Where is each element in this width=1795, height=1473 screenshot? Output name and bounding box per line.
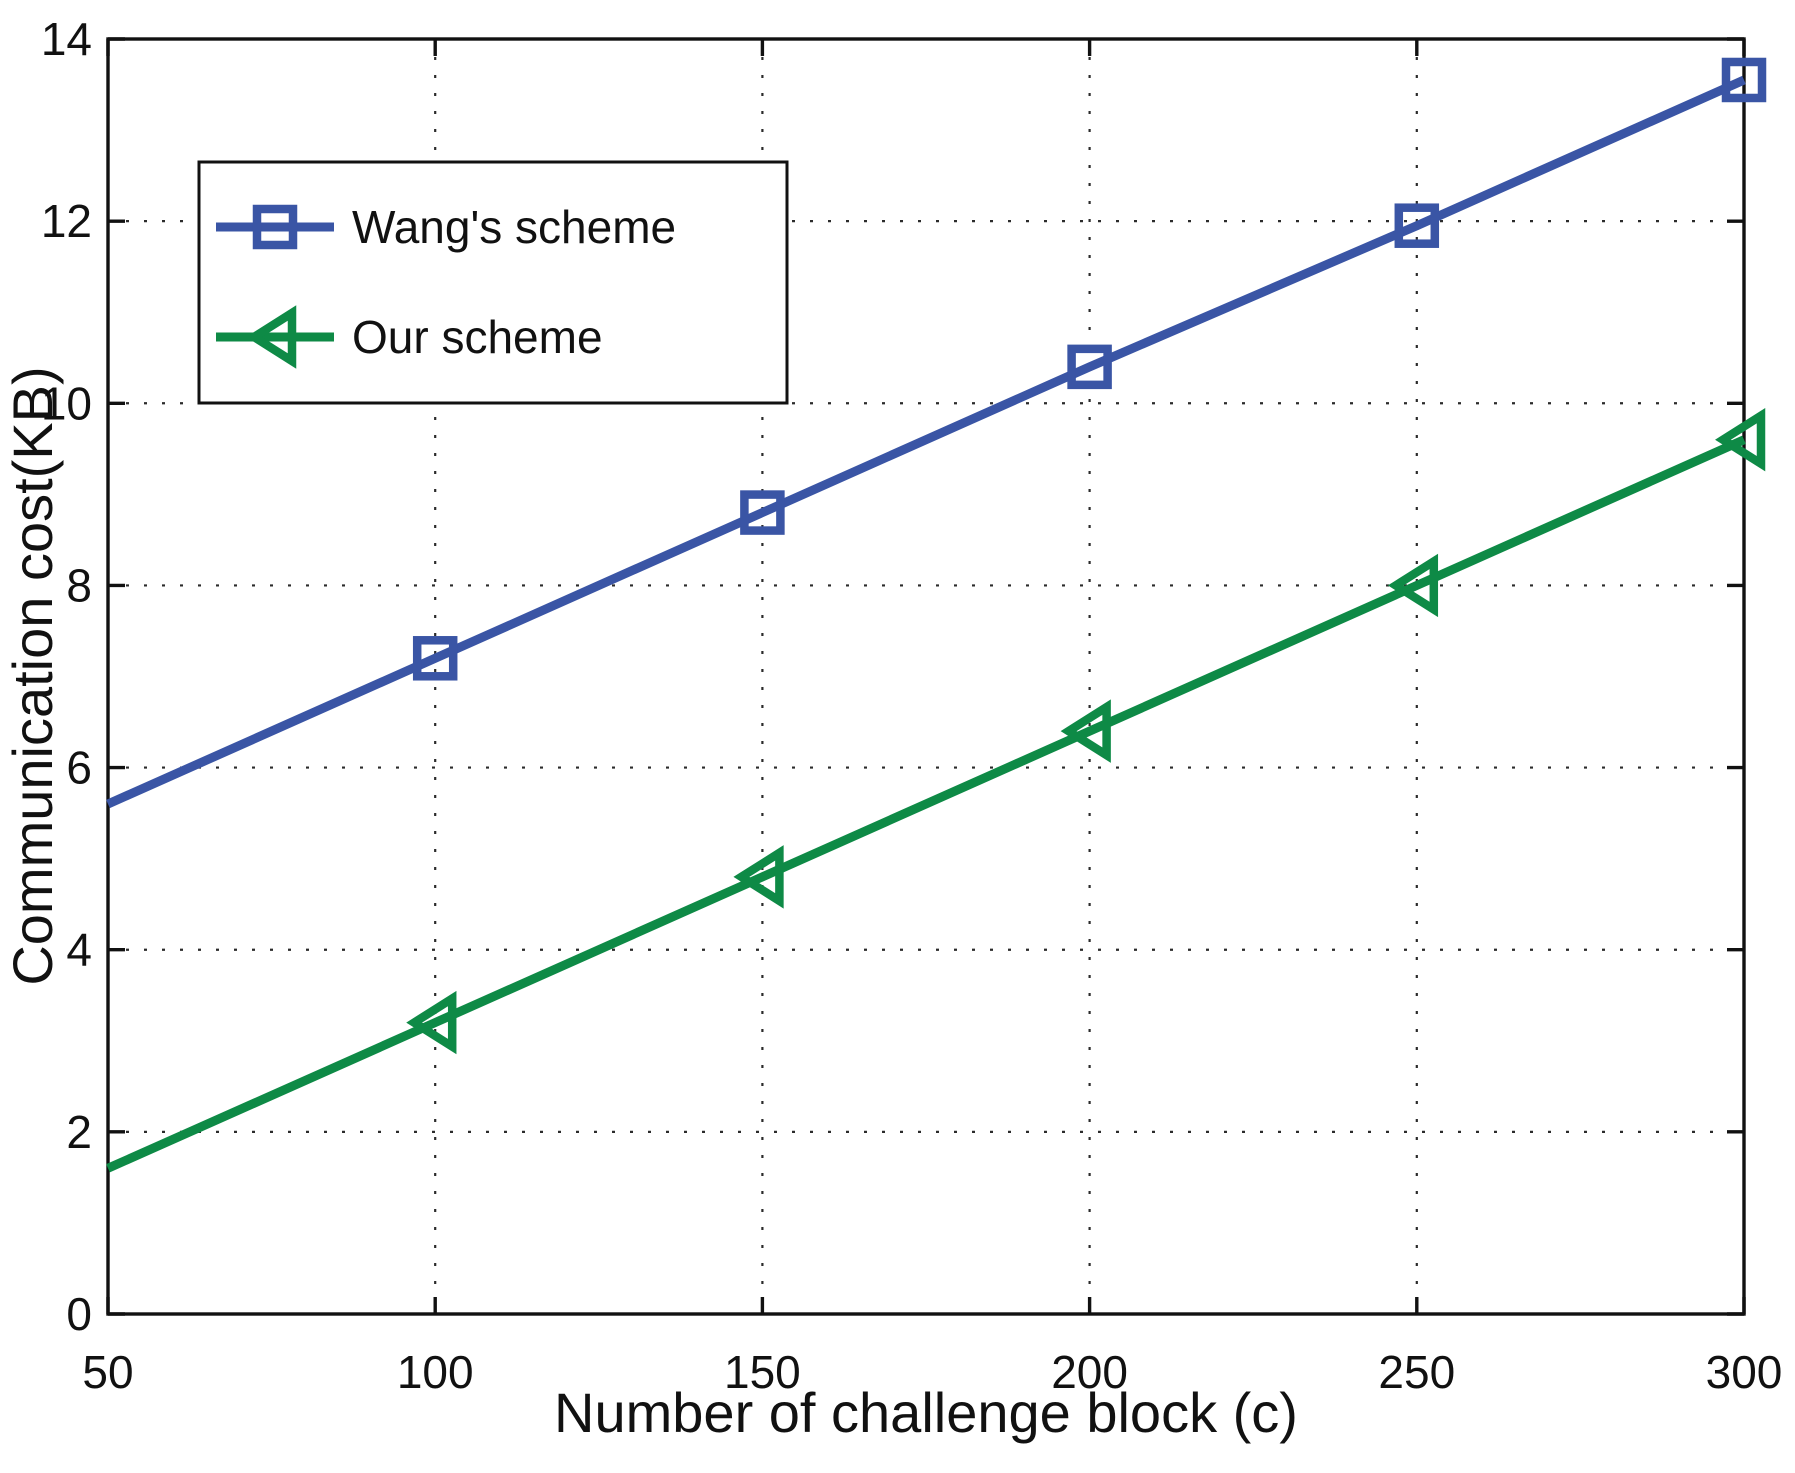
- tick-labels: 50 100 150 200 250 300 0 2 4 6 8 10 12 14: [41, 13, 1783, 1398]
- data-markers: [406, 57, 1767, 1055]
- marker-triangle-200: [1060, 699, 1111, 763]
- marker-triangle-100: [406, 990, 457, 1055]
- y-tick-label-2: 2: [66, 1106, 92, 1158]
- axes-box: [106, 37, 1746, 1316]
- marker-square-100: [412, 636, 458, 681]
- legend-sample-triangle: [246, 305, 297, 369]
- marker-square-250: [1394, 203, 1440, 248]
- y-tick-label-6: 6: [66, 742, 92, 794]
- line-series-1: [106, 435, 1746, 1173]
- y-tick-label-10: 10: [41, 377, 92, 429]
- legend-box: [197, 160, 789, 405]
- plot-border: [106, 37, 1746, 1316]
- x-tick-label-250: 250: [1378, 1346, 1455, 1398]
- legend-label-wang: Wang's scheme: [352, 201, 676, 253]
- y-tick-label-0: 0: [66, 1288, 92, 1340]
- marker-triangle-150: [733, 845, 784, 909]
- x-tick-label-200: 200: [1051, 1346, 1128, 1398]
- legend-label-our: Our scheme: [352, 311, 603, 363]
- y-tick-label-14: 14: [41, 13, 92, 65]
- y-tick-label-4: 4: [66, 924, 92, 976]
- legend: Wang's scheme Our scheme: [197, 160, 789, 405]
- marker-square-200: [1067, 344, 1112, 390]
- x-tick-label-300: 300: [1706, 1346, 1783, 1398]
- y-tick-label-12: 12: [41, 195, 92, 247]
- marker-triangle-300: [1715, 408, 1766, 472]
- x-tick-label-50: 50: [82, 1346, 133, 1398]
- x-tick-label-150: 150: [724, 1346, 801, 1398]
- legend-sample-square: [252, 204, 298, 250]
- marker-square-150: [740, 490, 785, 535]
- x-tick-label-100: 100: [397, 1346, 474, 1398]
- y-tick-label-8: 8: [66, 559, 92, 611]
- data-series: [106, 75, 1746, 1173]
- line-series-0: [106, 75, 1746, 809]
- marker-square-300: [1721, 57, 1767, 103]
- tick-marks: [106, 37, 1746, 1316]
- legend-marker-samples: [216, 204, 334, 369]
- marker-triangle-250: [1387, 553, 1439, 618]
- y-axis-label: Communication cost(KB): [1, 366, 64, 985]
- x-axis-label: Number of challenge block (c): [554, 1381, 1298, 1444]
